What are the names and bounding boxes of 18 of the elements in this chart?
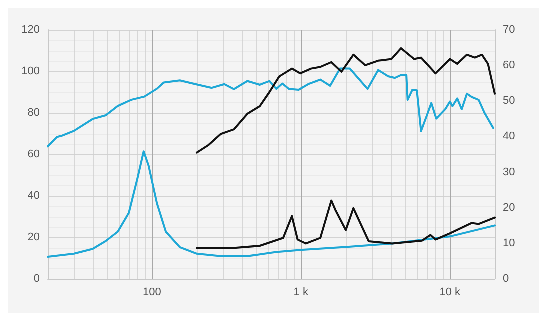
y2-tick-label: 60 <box>503 60 516 72</box>
x-tick-label: 100 <box>142 286 162 298</box>
x-tick-label: 10 k <box>440 286 462 298</box>
y-tick-label: 120 <box>22 24 40 36</box>
y-tick-label: 20 <box>28 232 40 244</box>
y2-tick-label: 70 <box>503 24 516 36</box>
y-tick-label: 0 <box>34 273 40 285</box>
y-tick-label: 40 <box>28 190 40 202</box>
x-tick-label: 1 k <box>294 286 309 298</box>
y2-tick-label: 20 <box>503 202 516 214</box>
y2-tick-label: 30 <box>503 166 516 178</box>
y-tick-label: 80 <box>28 107 40 119</box>
y2-tick-label: 50 <box>503 95 516 108</box>
y-tick-label: 100 <box>22 66 40 78</box>
y2-tick-label: 40 <box>503 130 516 143</box>
y2-tick-label: 10 <box>503 237 516 250</box>
y-tick-label: 60 <box>28 148 40 160</box>
y2-tick-label: 0 <box>503 273 510 285</box>
